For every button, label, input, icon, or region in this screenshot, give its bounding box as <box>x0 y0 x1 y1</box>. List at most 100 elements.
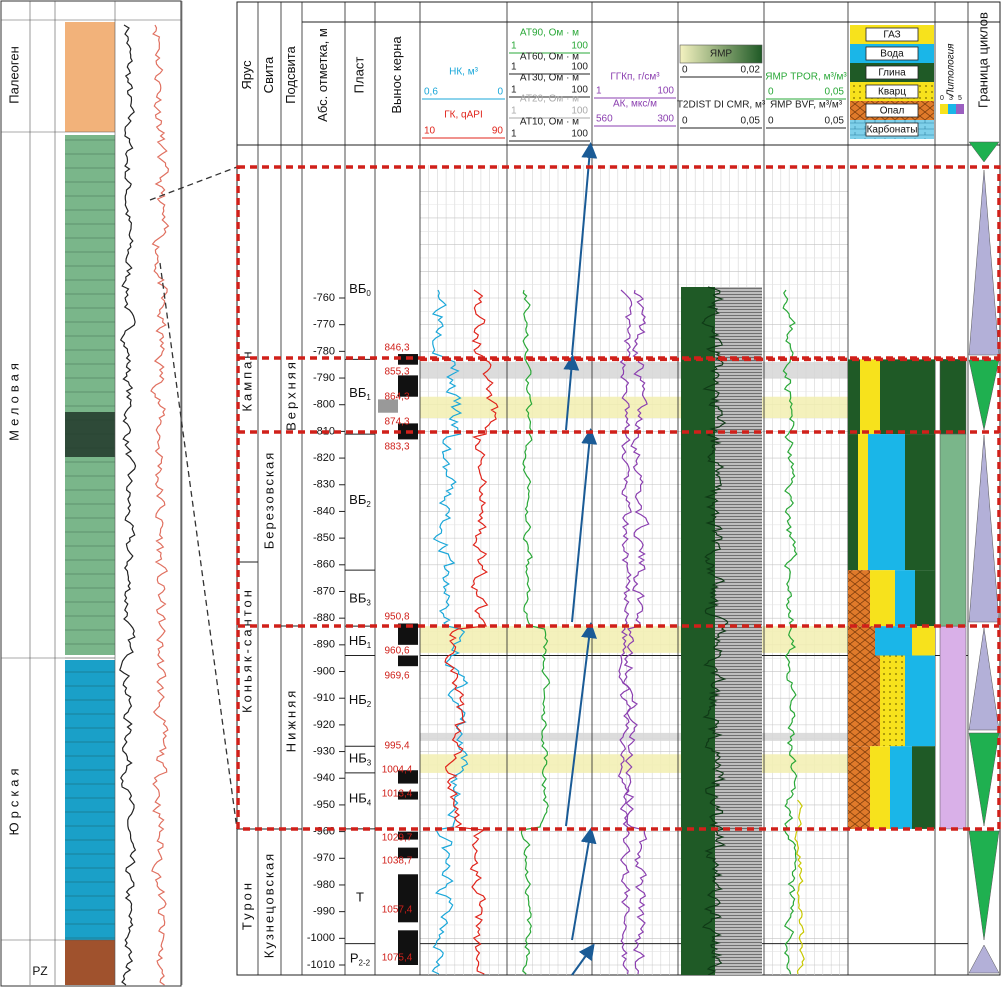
track-name: ЯМР BVF, м³/м³ <box>770 100 843 111</box>
depth-tick-label: -870 <box>313 585 335 597</box>
core-depth-label: 950,8 <box>384 612 409 623</box>
depth-tick-label: -880 <box>313 612 335 624</box>
core-depth-label: 995,4 <box>384 741 409 752</box>
cycle-marker <box>968 434 1000 623</box>
layer-index: 2 <box>366 500 371 509</box>
stage-label: Коньяк-сантон <box>239 587 254 713</box>
overview-column <box>65 660 115 940</box>
core-depth-label: 969,6 <box>384 671 409 682</box>
cycle-arrow <box>571 428 598 623</box>
depth-tick-label: -840 <box>313 505 335 517</box>
lithology-scale-label: 5 <box>958 95 962 102</box>
nmr-t2-gray <box>715 287 762 975</box>
cycle-marker <box>968 141 1000 163</box>
depth-tick-label: -890 <box>313 639 335 651</box>
column-header: Абс. отметка, м <box>315 28 330 122</box>
formation-label: Березовская <box>261 451 276 549</box>
lithology-fill <box>870 746 890 829</box>
depth-tick-label: -910 <box>313 692 335 704</box>
depth-tick-label: -850 <box>313 532 335 544</box>
track-name: НК, м³ <box>449 67 478 78</box>
nmr-t2-dist <box>681 287 715 975</box>
lithology-fill <box>905 434 935 571</box>
track-scale-max: 0,02 <box>741 65 761 76</box>
zoom-connector <box>159 262 238 830</box>
nmr-t2-edge <box>701 286 729 976</box>
track-scale-min: 1 <box>511 85 517 96</box>
core-depth-label: 1057,4 <box>382 905 413 916</box>
lithology-fill <box>890 746 912 829</box>
interval-highlight <box>420 396 848 419</box>
track-name: ЯМР TPOR, м³/м³ <box>765 72 847 83</box>
track-scale-min: 560 <box>596 114 613 125</box>
core-interval <box>398 930 418 965</box>
depth-tick-label: -830 <box>313 479 335 491</box>
lithology-fill <box>905 655 935 747</box>
track-scale-max: 0,05 <box>825 116 845 127</box>
track-scale-max: 100 <box>571 129 588 140</box>
legend-label: Кварц <box>878 87 906 98</box>
stage-label: Турон <box>239 880 254 930</box>
layer-name: ВБ <box>349 385 366 400</box>
core-interval <box>378 399 398 413</box>
track-scale-min: 0 <box>768 116 774 127</box>
layer-name: НБ <box>349 751 367 766</box>
lithology-fill <box>848 746 870 829</box>
track-name: ГК, qAPI <box>444 110 482 121</box>
overview-column <box>65 22 115 132</box>
column-header: Вынос керна <box>389 36 404 114</box>
overview-label: Палеоген <box>6 46 21 103</box>
cycle-arrow <box>563 354 580 431</box>
tpor-curve <box>782 289 798 975</box>
core-depth-label: 846,3 <box>384 343 409 354</box>
track-scale-max: 100 <box>571 41 588 52</box>
lithology-fill <box>868 434 905 571</box>
legend-label-box <box>865 46 919 61</box>
legend-label: Опал <box>880 106 905 117</box>
depth-tick-label: -780 <box>313 345 335 357</box>
depth-tick-label: -990 <box>313 906 335 918</box>
layer-name: НБ <box>349 791 367 806</box>
cycle-marker <box>968 732 1000 827</box>
track-scale-max: 300 <box>657 114 674 125</box>
layer-name: Т <box>356 890 364 905</box>
layer-index: 1 <box>367 641 372 650</box>
layer-name: P <box>350 951 359 966</box>
track-name: AT10, Ом · м <box>520 117 579 128</box>
track-name: AT20, Ом · м <box>520 94 579 105</box>
layer-index: 2-2 <box>359 959 371 968</box>
core-depth-label: 1004,4 <box>382 765 413 776</box>
track-scale-max: 100 <box>571 62 588 73</box>
track-scale-min: 0,6 <box>424 87 438 98</box>
track-scale-min: 0 <box>682 116 688 127</box>
layer-name: ВБ <box>349 591 366 606</box>
stage-label: Кампан <box>239 348 254 411</box>
track-scale-max: 100 <box>571 106 588 117</box>
layer-label: P2-2 <box>350 951 371 968</box>
lithology-column <box>939 359 967 435</box>
layer-index: 4 <box>367 799 372 808</box>
legend-label-box <box>865 84 919 99</box>
core-depth-label: 1029,7 <box>382 833 413 844</box>
subformation-label: Нижняя <box>283 688 298 753</box>
column-header: Свита <box>261 56 276 93</box>
overview-label: PZ <box>32 964 47 978</box>
depth-tick-label: -790 <box>313 372 335 384</box>
depth-tick-label: -1000 <box>307 932 335 944</box>
cycle-marker <box>968 169 1000 356</box>
cycle-arrow <box>571 827 597 941</box>
cycle-arrow <box>565 622 597 827</box>
core-interval <box>398 623 418 645</box>
lithology-fill <box>895 570 915 627</box>
lithology-fill <box>915 570 935 627</box>
core-interval <box>398 655 418 667</box>
depth-tick-label: -900 <box>313 665 335 677</box>
track-name: ЯМР <box>710 49 733 60</box>
cycle-arrow <box>571 943 595 976</box>
lithology-fill <box>848 626 875 656</box>
column-header: Литология <box>946 43 957 98</box>
overview-column <box>65 135 115 655</box>
